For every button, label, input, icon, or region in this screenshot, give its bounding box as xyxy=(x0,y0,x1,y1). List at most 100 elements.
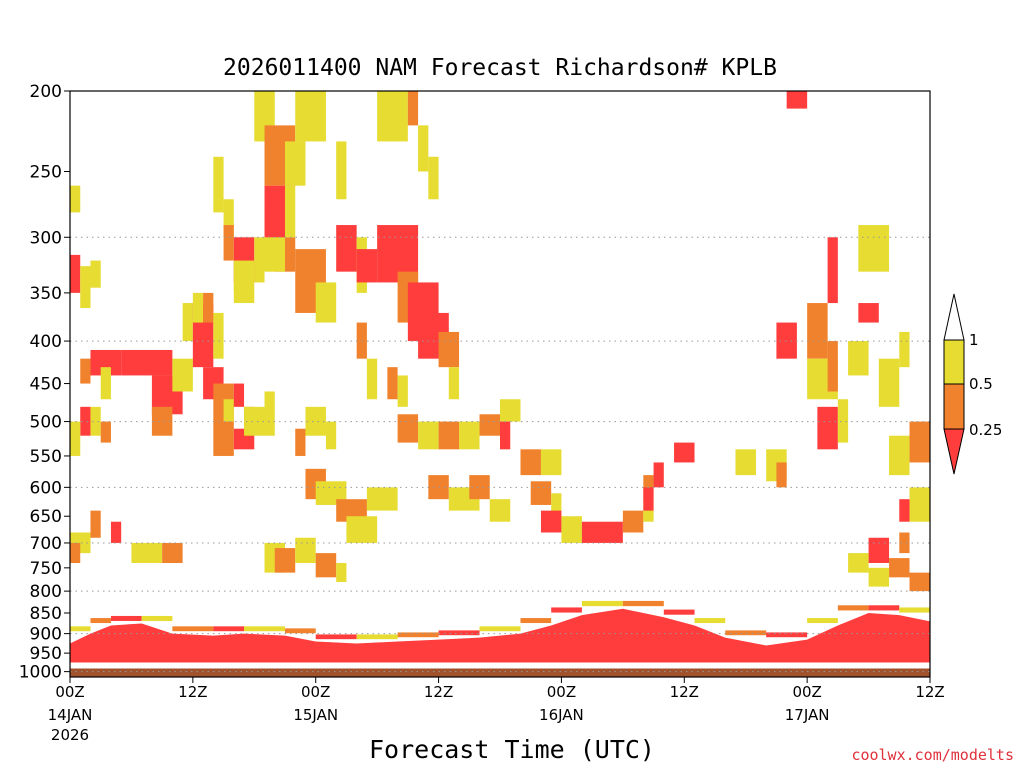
band-fringe-cell xyxy=(110,615,142,621)
ri-cell xyxy=(336,563,347,582)
boundary-layer-band xyxy=(70,608,930,663)
ri-cell xyxy=(827,237,838,304)
ri-cell xyxy=(254,237,265,283)
ri-cell xyxy=(325,421,337,450)
ri-cell xyxy=(643,487,654,511)
ri-cell xyxy=(827,341,838,392)
y-tick-label: 500 xyxy=(30,413,62,433)
ri-cell xyxy=(899,499,910,522)
plot-frame xyxy=(69,90,931,678)
band-fringe-cell xyxy=(868,605,900,611)
ri-cell xyxy=(223,199,234,238)
ri-cell xyxy=(90,406,101,436)
ri-cell xyxy=(80,266,91,309)
surface-line xyxy=(70,664,930,667)
ri-cell xyxy=(930,422,940,463)
legend-label: 0.25 xyxy=(969,421,1002,439)
legend-swatch xyxy=(943,339,965,385)
ri-cell xyxy=(581,521,623,543)
x-tick-label: 12Z xyxy=(670,683,699,701)
ri-cell xyxy=(366,487,398,511)
ri-cell xyxy=(459,421,480,450)
ri-cell xyxy=(121,349,173,376)
ri-cell xyxy=(336,225,357,272)
ri-cell xyxy=(336,499,367,522)
y-tick-label: 650 xyxy=(30,507,62,527)
x-tick-label: 12Z xyxy=(915,683,944,701)
ri-cell xyxy=(653,462,664,488)
ri-cell xyxy=(889,558,910,578)
band-fringe-cell xyxy=(285,628,316,634)
ri-cell xyxy=(356,249,378,283)
ri-cell xyxy=(70,254,81,293)
heatmap-cells xyxy=(70,91,940,677)
ri-cell xyxy=(387,367,398,400)
legend: 1 0.5 0.25 xyxy=(943,293,1002,475)
ri-cell xyxy=(868,537,890,564)
ri-cell xyxy=(500,399,521,422)
ri-cell xyxy=(213,156,224,213)
ri-cell xyxy=(285,141,306,186)
ri-cell xyxy=(315,553,337,578)
band-fringe-cell xyxy=(356,634,398,640)
ri-cell xyxy=(561,516,582,543)
y-tick-label: 950 xyxy=(30,644,62,664)
ri-cell xyxy=(315,282,337,323)
band-fringe-cell xyxy=(837,605,869,611)
y-tick-label: 850 xyxy=(30,604,62,624)
gridlines xyxy=(70,236,930,673)
x-axis-label: Forecast Time (UTC) xyxy=(369,735,655,764)
band-fringe-cell xyxy=(766,632,808,638)
band-fringe-cell xyxy=(90,618,111,624)
ri-cell xyxy=(858,225,890,272)
x-tick-day: 16JAN xyxy=(539,706,584,724)
band-fringe-cell xyxy=(581,600,623,607)
ri-cell xyxy=(346,516,378,543)
band-fringe-cell xyxy=(315,634,357,640)
ri-cell xyxy=(90,260,101,288)
ri-cell xyxy=(70,542,81,564)
ri-cell xyxy=(868,567,890,587)
ri-cell xyxy=(244,406,265,436)
ri-cell xyxy=(162,542,183,564)
ri-cell xyxy=(100,421,111,443)
ri-cell xyxy=(848,553,869,573)
ri-cell xyxy=(909,421,930,463)
x-tick-label: 00Z xyxy=(547,683,576,701)
ri-cell xyxy=(80,358,91,384)
legend-label: 0.5 xyxy=(969,375,993,393)
ri-cell xyxy=(428,156,439,200)
ri-cell xyxy=(540,449,562,476)
legend-swatch xyxy=(943,383,965,430)
ri-cell xyxy=(776,322,797,359)
band-fringe-cell xyxy=(438,630,480,636)
y-tick-label: 600 xyxy=(30,478,62,498)
x-tick-label: 12Z xyxy=(178,683,207,701)
y-tick-label: 800 xyxy=(30,582,62,602)
watermark: coolwx.com/modelts xyxy=(851,746,1014,764)
ri-cell xyxy=(438,331,460,368)
ri-cell xyxy=(479,414,500,436)
x-tick-label: 00Z xyxy=(301,683,330,701)
ri-cell xyxy=(192,292,204,323)
y-tick-label: 700 xyxy=(30,534,62,554)
x-tick-day: 14JAN xyxy=(48,706,93,724)
ri-cell xyxy=(295,91,326,142)
ri-cell xyxy=(213,312,224,359)
legend-below-triangle xyxy=(943,428,965,475)
ri-cell xyxy=(735,449,756,476)
x-tick-day: 15JAN xyxy=(293,706,338,724)
x-axis: 00Z 14JAN 2026 12Z 00Z 15JAN 12Z 00Z 16JAN 12Z 00Z… xyxy=(48,677,945,744)
ri-cell xyxy=(336,141,347,200)
y-tick-label: 350 xyxy=(30,284,62,304)
y-tick-label: 750 xyxy=(30,559,62,579)
ri-cell xyxy=(233,260,255,304)
band-fringe-cell xyxy=(807,618,838,624)
plot-area xyxy=(69,90,940,678)
band-fringe-cell xyxy=(397,632,439,638)
ri-cell xyxy=(776,462,787,488)
ri-cell xyxy=(397,414,419,443)
y-tick-label: 200 xyxy=(30,82,62,102)
y-tick-label: 250 xyxy=(30,163,62,183)
